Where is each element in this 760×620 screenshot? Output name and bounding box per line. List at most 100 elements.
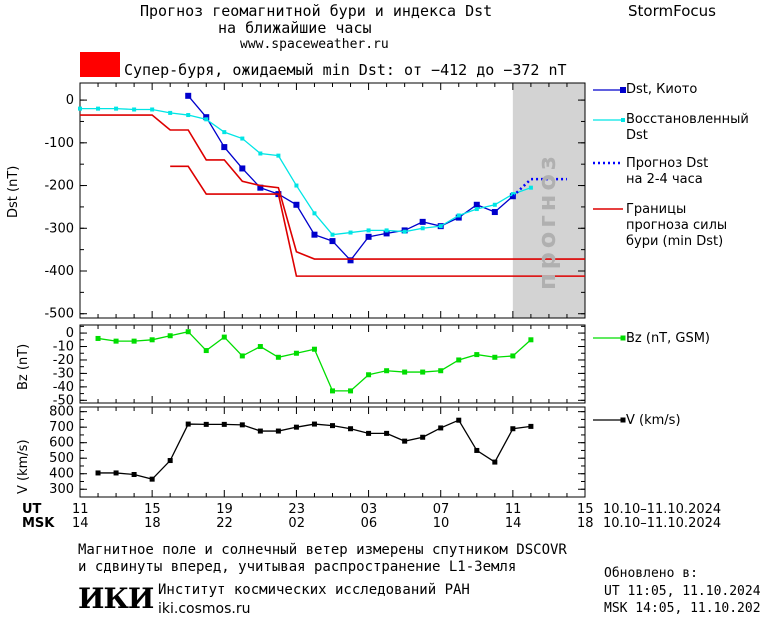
date-range-ut: 10.10–11.10.2024 [603,502,722,517]
data-point [330,388,335,394]
data-point [293,350,299,356]
data-point [330,423,335,429]
y-tick-label: 700 [49,420,74,435]
panel-frame [79,406,586,498]
data-point [257,184,264,191]
brand-label: StormFocus [628,2,716,20]
data-point [168,110,173,115]
data-point [239,422,245,428]
storm-alert-text: Супер-буря, ожидаемый min Dst: от −412 д… [124,61,567,79]
data-point [528,337,534,343]
legend-marker-0 [620,87,626,93]
y-tick-label: -100 [44,136,74,151]
bz-ylabel: Bz (nT) [16,343,31,390]
y-tick-label: 500 [49,451,74,466]
data-point [383,230,390,237]
data-point [167,333,173,339]
v-ylabel: V (km/s) [16,439,31,494]
msk-label: MSK [22,516,55,531]
data-point [275,428,281,434]
data-point [366,372,372,378]
msk-tick-label: 06 [360,516,378,531]
data-point [348,426,354,432]
chart-legend [593,87,626,423]
data-point [131,338,137,344]
data-point [185,92,192,99]
y-tick-label: 600 [49,436,74,451]
legend-forecast-2: на 2-4 часа [626,172,703,187]
y-tick-label: 400 [49,467,74,482]
data-point [438,425,444,431]
data-point [473,201,480,208]
data-point [113,338,119,344]
bz-panel: 0-10-20-30-40-50 [53,324,586,408]
data-point [113,470,119,476]
legend-dst-kyoto: Dst, Киото [626,82,698,97]
data-point [348,388,354,394]
forecast-band [512,83,585,318]
data-point [384,430,390,436]
forecast-band-label: прогноз [533,152,561,290]
data-point [185,329,191,335]
data-point [420,226,425,231]
data-point [294,183,299,188]
data-point [95,470,101,476]
data-point [257,344,263,350]
data-point [221,421,227,427]
data-point [492,459,498,465]
footer-note-2: и сдвинуты вперед, учитывая распростране… [78,559,517,575]
ut-tick-label: 19 [216,502,233,517]
ut-tick-label: 07 [432,502,450,517]
data-point [258,151,263,156]
data-point [456,417,462,423]
data-point [510,353,516,359]
data-point [366,430,372,436]
data-point [510,192,515,197]
y-tick-label: -40 [53,380,74,395]
ut-label: UT [22,502,42,517]
data-point [438,368,444,374]
legend-marker-5 [620,417,626,423]
data-point [348,230,353,235]
series-line-0-4 [170,165,585,277]
site-link[interactable]: www.spaceweather.ru [240,37,389,52]
data-point [221,144,228,151]
legend-bz: Bz (nT, GSM) [626,331,711,346]
data-point [402,369,408,375]
series-line-0-1 [80,107,532,236]
y-tick-label: -200 [44,179,74,194]
data-point [186,113,191,118]
institute-link[interactable]: iki.cosmos.ru [158,601,251,617]
series-line-1-0 [97,331,532,392]
storm-alert-swatch [80,52,120,77]
data-point [239,353,245,359]
data-point [204,117,209,122]
data-point [366,228,371,233]
date-range-msk: 10.10–11.10.2024 [603,516,722,531]
data-point [311,346,317,352]
y-tick-label: -300 [44,221,74,236]
legend-restored-1: Восстановленный [626,112,749,127]
msk-tick-label: 18 [577,516,594,531]
y-tick-label: -10 [53,340,74,355]
msk-tick-label: 22 [216,516,233,531]
data-point [456,357,462,363]
data-point [474,352,480,358]
data-point [528,185,533,190]
legend-bounds-3: бури (min Dst) [626,234,724,249]
dst-ylabel: Dst (nT) [6,165,21,218]
msk-tick-label: 10 [432,516,450,531]
series-line-0-2 [511,177,567,198]
legend-marker-1 [621,118,625,122]
data-point [167,458,173,464]
data-point [203,348,209,354]
data-point [203,114,210,121]
data-point [150,107,155,112]
data-point [347,257,354,264]
data-point [239,165,246,172]
y-tick-label: -50 [53,393,74,408]
footer-note-1: Магнитное поле и солнечный ветер измерен… [78,542,567,558]
data-point [402,229,407,234]
data-point [185,421,191,427]
